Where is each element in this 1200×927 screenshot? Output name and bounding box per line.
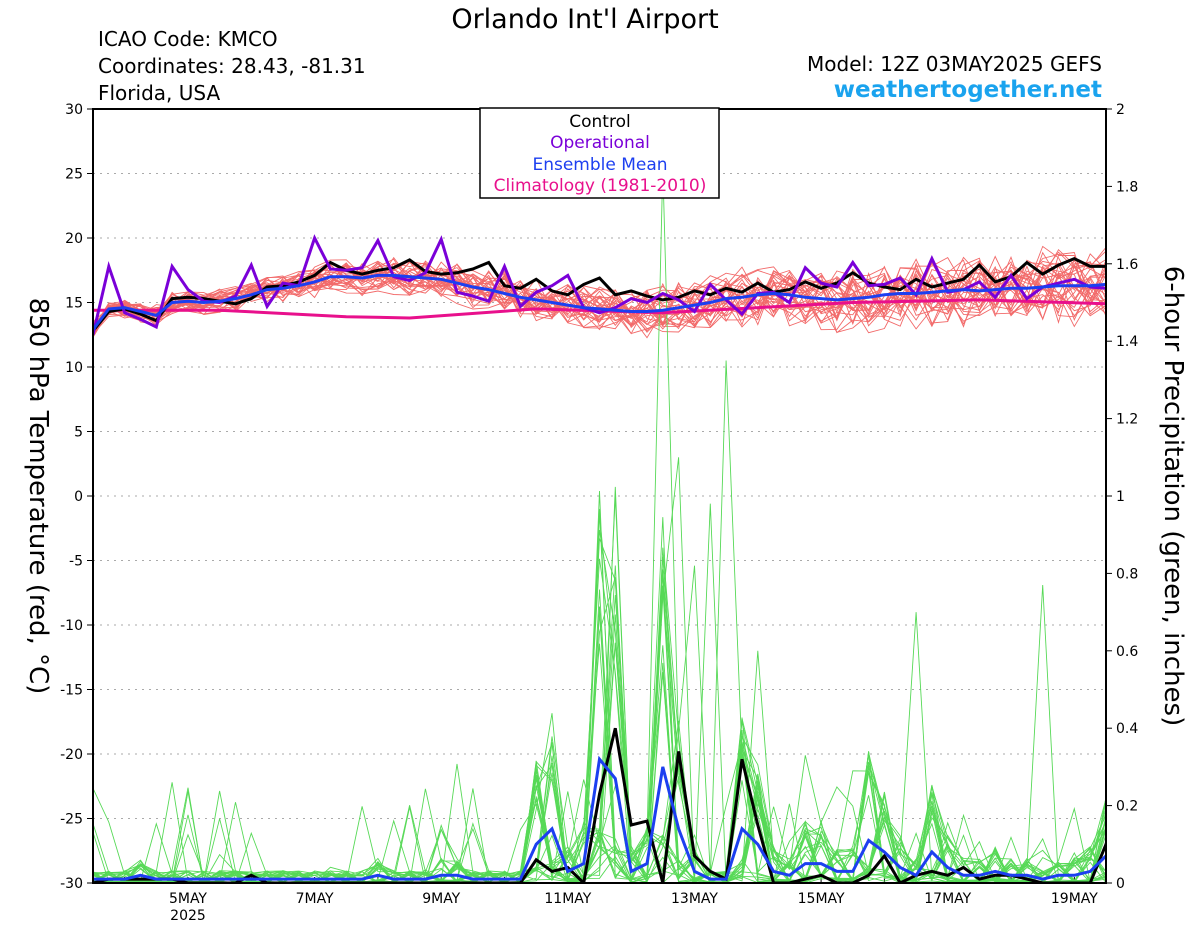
x-tick-label: 15MAY [798,891,845,907]
legend-climatology: Climatology (1981-2010) [494,176,707,196]
temp-members [93,245,1106,339]
coordinates: Coordinates: 28.43, -81.31 [98,54,366,78]
precip-member-line [93,508,1106,883]
right-tick-label: 0.6 [1116,644,1138,660]
x-tick-label: 11MAY [544,891,591,907]
left-axis-label: 850 hPa Temperature (red, °C) [23,298,53,695]
precip-member-line [93,577,1106,883]
brand-link[interactable]: weathertogether.net [834,77,1102,103]
right-tick-label: 1.6 [1116,257,1138,273]
precip-control-line [93,727,1106,883]
x-tick-label: 7MAY [296,891,334,907]
x-tick-label: 9MAY [422,891,460,907]
x-tick-label: 13MAY [671,891,718,907]
legend-operational: Operational [550,133,650,153]
left-tick-label: 5 [74,425,83,441]
precip-member-line [93,612,1106,883]
right-tick-label: 0.4 [1116,721,1138,737]
temp-operational-line [93,234,1106,336]
left-tick-label: -5 [69,554,83,570]
legend-control: Control [569,112,630,132]
x-tick-label: 17MAY [924,891,971,907]
left-y-ticks: 30 25 20 15 10 5 0 -5 -10 -15 -20 -25 -30 [60,102,93,892]
climatology-line [93,298,1106,320]
x-ticks: 5MAY 7MAY 9MAY 11MAY 13MAY 15MAY 17MAY 19MAY [124,877,1098,907]
left-tick-label: -15 [60,683,83,699]
left-tick-label: 20 [65,231,83,247]
right-tick-label: 1.8 [1116,179,1138,195]
left-tick-label: 30 [65,102,83,118]
precip-member-line [93,713,1106,883]
right-axis-label: 6-hour Precipitation (green, inches) [1158,266,1188,726]
left-tick-label: -20 [60,747,83,763]
right-tick-label: 0.2 [1116,799,1138,815]
legend-box [479,107,720,199]
precip-member-line [93,360,1106,883]
x-tick-label: 5MAY [169,891,207,907]
legend-ensemble-mean: Ensemble Mean [532,155,667,175]
temp-member-line [93,252,1106,326]
temp-member-line [93,262,1106,335]
right-tick-label: 2 [1116,102,1125,118]
model-run: Model: 12Z 03MAY2025 GEFS [807,52,1102,76]
chart-title: Orlando Int'l Airport [451,4,718,35]
temp-member-line [93,253,1106,336]
precip-member-line [93,457,1106,883]
temp-member-line [93,250,1106,331]
right-tick-label: 0 [1116,876,1125,892]
temp-member-line [93,276,1106,334]
right-tick-label: 1.2 [1116,412,1138,428]
left-tick-label: 25 [65,167,83,183]
precip-mean-line [93,755,1106,881]
icao-code: ICAO Code: KMCO [98,27,278,51]
grid-lines [93,173,1106,819]
left-tick-label: -30 [60,876,83,892]
right-tick-label: 0.8 [1116,566,1138,582]
right-tick-label: 1 [1116,489,1125,505]
year-label: 2025 [170,908,206,924]
precip-member-line [93,642,1106,883]
temp-mean-line [93,273,1106,331]
left-tick-label: -25 [60,812,83,828]
precip-member-line [93,529,1106,883]
main-series [93,234,1106,883]
left-tick-label: 0 [74,489,83,505]
right-y-ticks: 2 1.8 1.6 1.4 1.2 1 0.8 0.6 0.4 0.2 0 [1106,102,1138,892]
temp-member-line [93,271,1106,339]
left-tick-label: -10 [60,618,83,634]
region: Florida, USA [98,81,220,105]
left-tick-label: 15 [65,296,83,312]
x-tick-label: 19MAY [1051,891,1098,907]
right-tick-label: 1.4 [1116,334,1138,350]
left-tick-label: 10 [65,360,83,376]
precip-member-line [93,589,1106,883]
legend: Control Operational Ensemble Mean Climat… [479,107,720,199]
precip-member-line [93,643,1106,883]
precip-member-line [93,573,1106,883]
